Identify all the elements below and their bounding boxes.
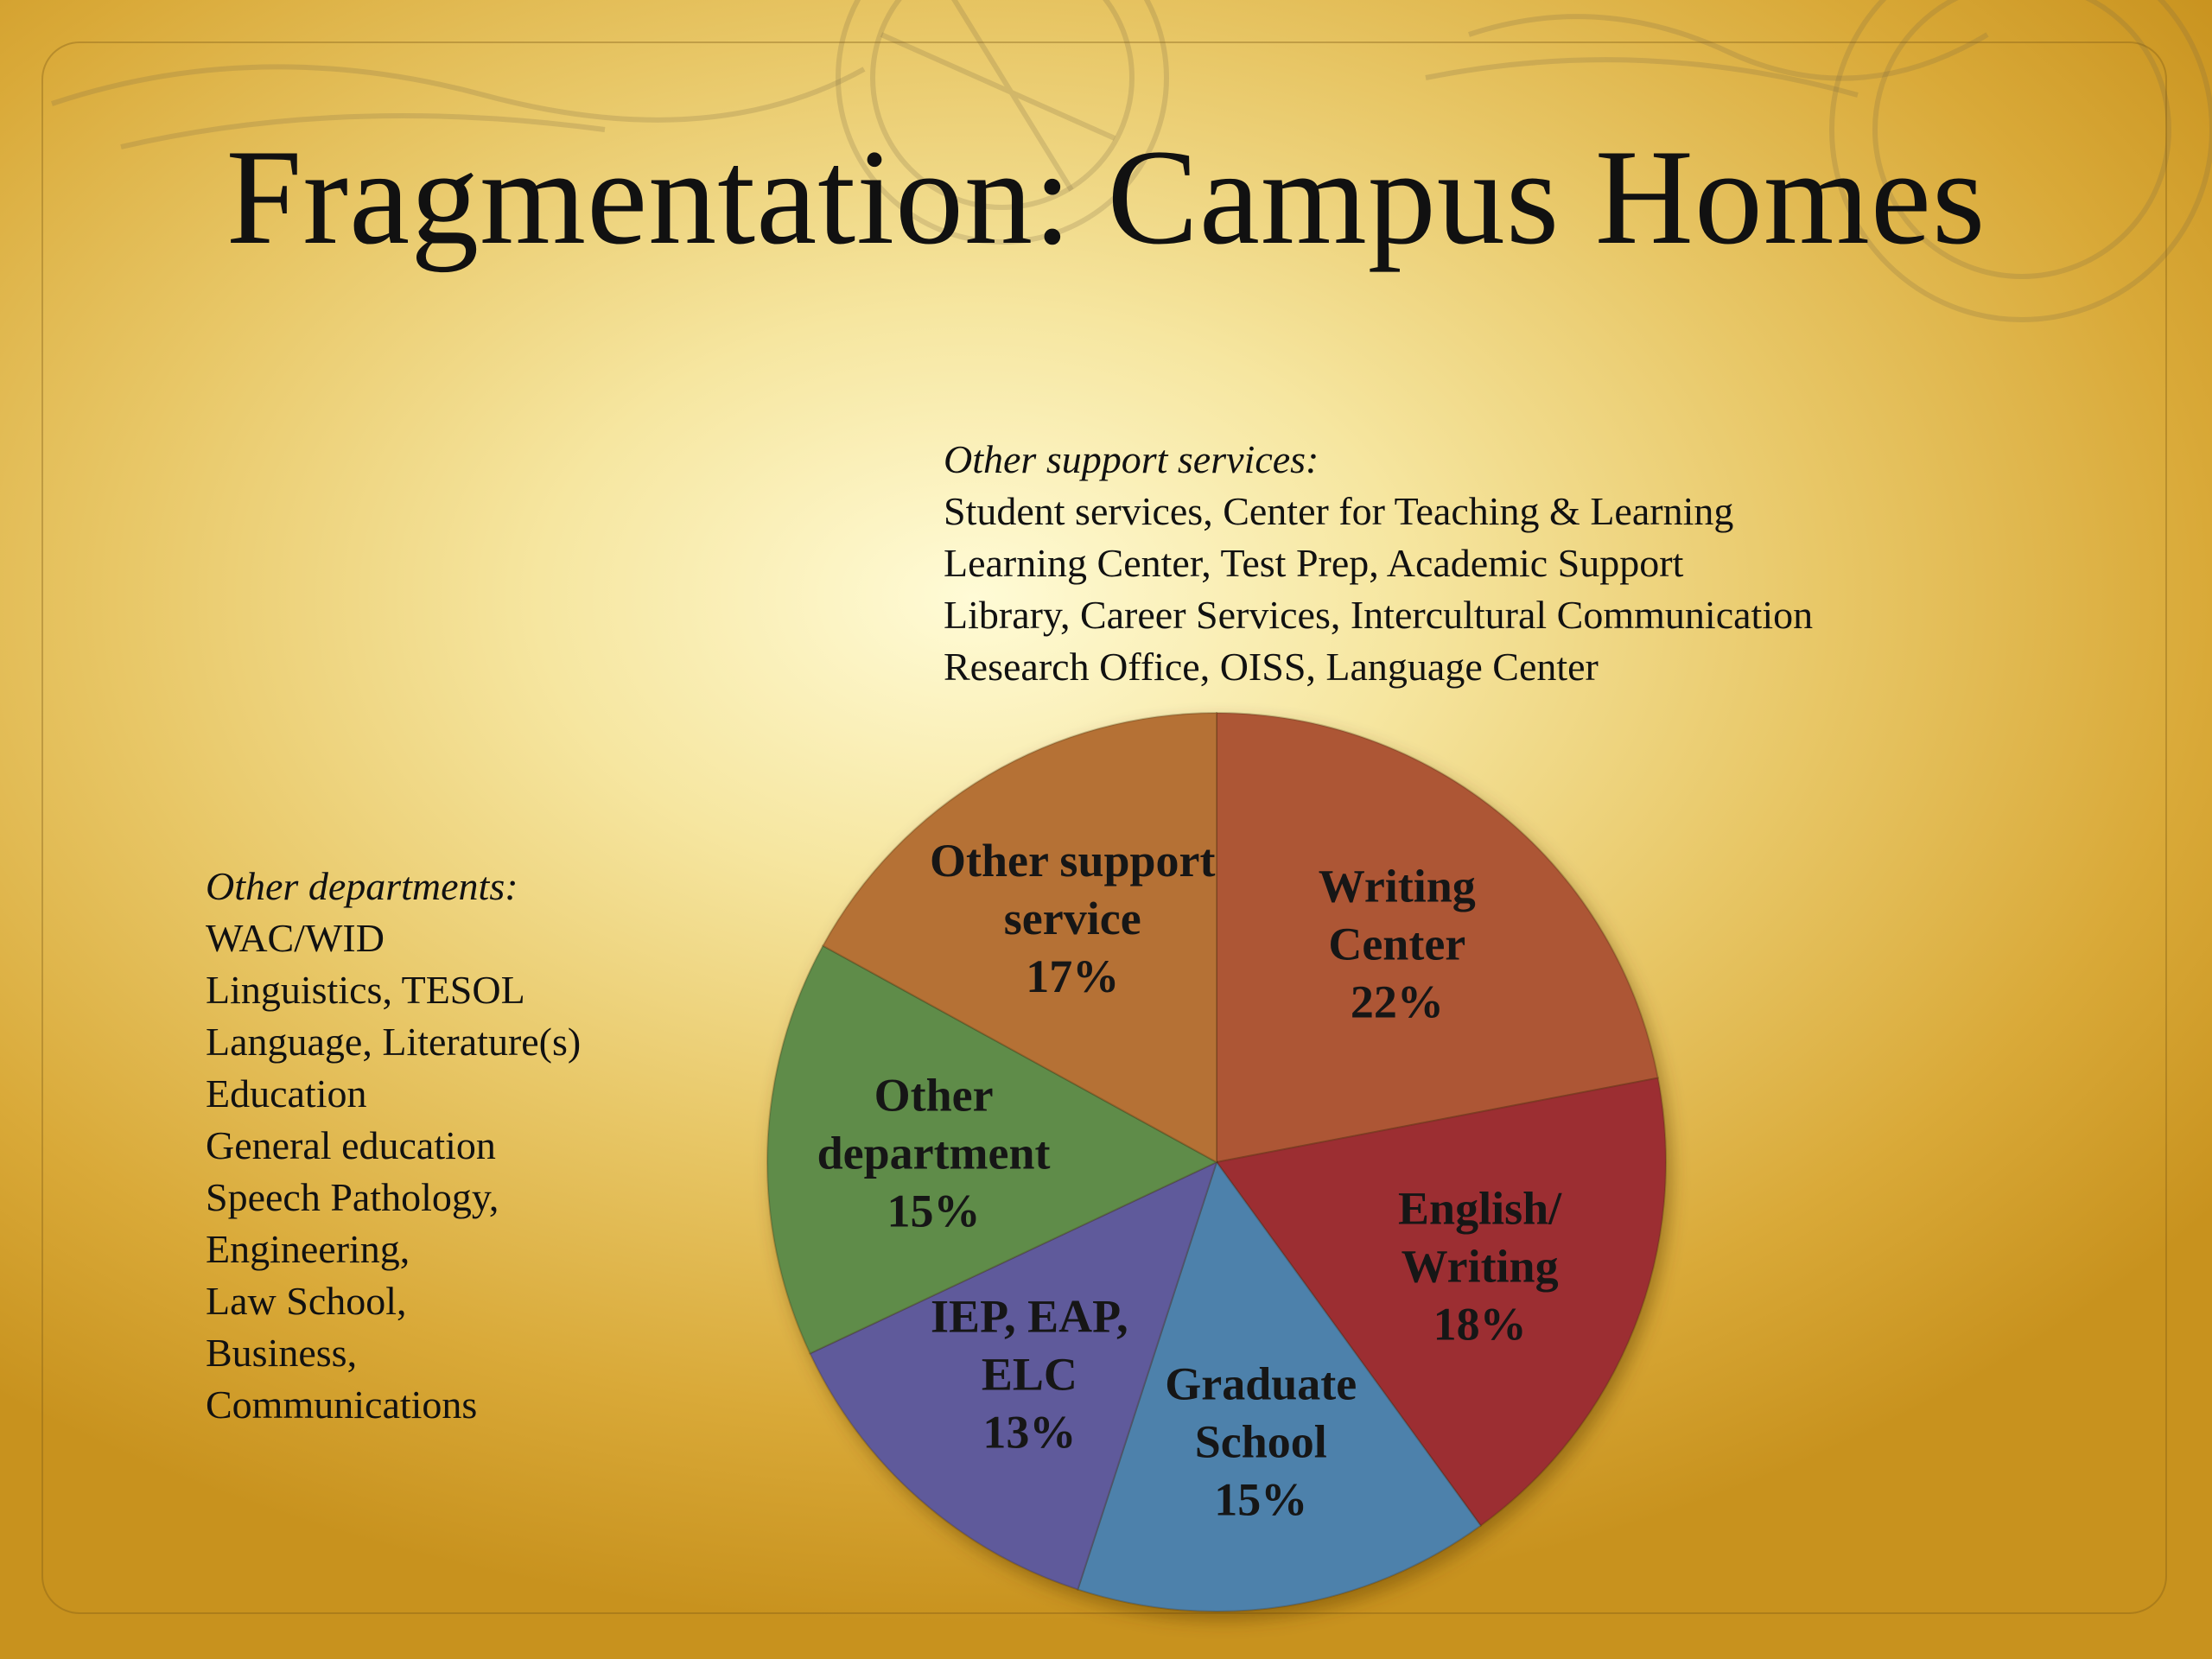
- pie-slice-label-line: Other: [874, 1070, 994, 1122]
- pie-slice-4: [766, 944, 1219, 1355]
- department-line: Education: [206, 1071, 367, 1116]
- pie-slice-label-line: Center: [1328, 918, 1465, 970]
- slide-title: Fragmentation: Campus Homes: [226, 122, 1986, 273]
- pie-slice-label-line: English/: [1398, 1183, 1562, 1235]
- pie-slice-percent: 18%: [1433, 1299, 1527, 1351]
- support-services-line: Student services, Center for Teaching & …: [944, 489, 1734, 533]
- pie-slice-label-line: Writing: [1319, 861, 1476, 912]
- department-line: Law School,: [206, 1279, 407, 1323]
- pie-slice-label-line: School: [1195, 1416, 1327, 1468]
- pie-slice-label-2: Graduate School 15%: [1165, 1358, 1357, 1526]
- department-line: WAC/WID: [206, 916, 385, 960]
- other-departments-heading: Other departments:: [206, 864, 518, 908]
- pie-slice-1: [1215, 1077, 1667, 1528]
- pie-slice-label-line: ELC: [982, 1349, 1077, 1401]
- department-line: Engineering,: [206, 1227, 410, 1271]
- pie-slice-label-line: Graduate: [1165, 1358, 1357, 1410]
- department-line: Language, Literature(s): [206, 1020, 582, 1064]
- pie-slice-percent: 22%: [1351, 976, 1444, 1028]
- pie-slice-label-4: Other department 15%: [817, 1070, 1051, 1237]
- pie-slice-label-line: Writing: [1402, 1241, 1559, 1293]
- department-line: Communications: [206, 1382, 478, 1427]
- department-line: Speech Pathology,: [206, 1175, 499, 1219]
- support-services-line: Library, Career Services, Intercultural …: [944, 593, 1814, 637]
- slide-frame: [41, 41, 2167, 1614]
- pie-slice-label-line: Other support: [930, 835, 1216, 887]
- pie-slice-percent: 13%: [982, 1407, 1076, 1459]
- pie-slice-5: [821, 711, 1217, 1164]
- pie-slice-label-3: IEP, EAP, ELC 13%: [931, 1291, 1128, 1459]
- pie-slice-percent: 15%: [887, 1185, 981, 1237]
- support-services-line: Learning Center, Test Prep, Academic Sup…: [944, 541, 1684, 585]
- pie-slice-label-1: English/Writing 18%: [1398, 1183, 1562, 1351]
- pie-slice-label-0: Writing Center 22%: [1319, 861, 1476, 1028]
- pie-slice-3: [809, 1160, 1218, 1591]
- support-services-heading: Other support services:: [944, 437, 1319, 481]
- pie-slice-2: [1077, 1160, 1483, 1612]
- pie-slice-label-line: IEP, EAP,: [931, 1291, 1128, 1343]
- pie-slice-percent: 17%: [1026, 950, 1119, 1002]
- pie-slice-label-line: department: [817, 1128, 1051, 1179]
- other-departments-note: Other departments: WAC/WID Linguistics, …: [206, 861, 581, 1431]
- pie-slice-percent: 15%: [1214, 1474, 1307, 1526]
- pie-slice-label-5: Other support service 17%: [930, 835, 1216, 1002]
- support-services-note: Other support services: Student services…: [944, 434, 1813, 693]
- department-line: General education: [206, 1123, 496, 1167]
- pie-slice-label-line: service: [1004, 893, 1141, 944]
- department-line: Business,: [206, 1331, 358, 1375]
- department-line: Linguistics, TESOL: [206, 968, 525, 1012]
- pie-slice-0: [1216, 711, 1659, 1164]
- postal-stamps-decoration: [51, 0, 2212, 322]
- support-services-line: Research Office, OISS, Language Center: [944, 645, 1599, 689]
